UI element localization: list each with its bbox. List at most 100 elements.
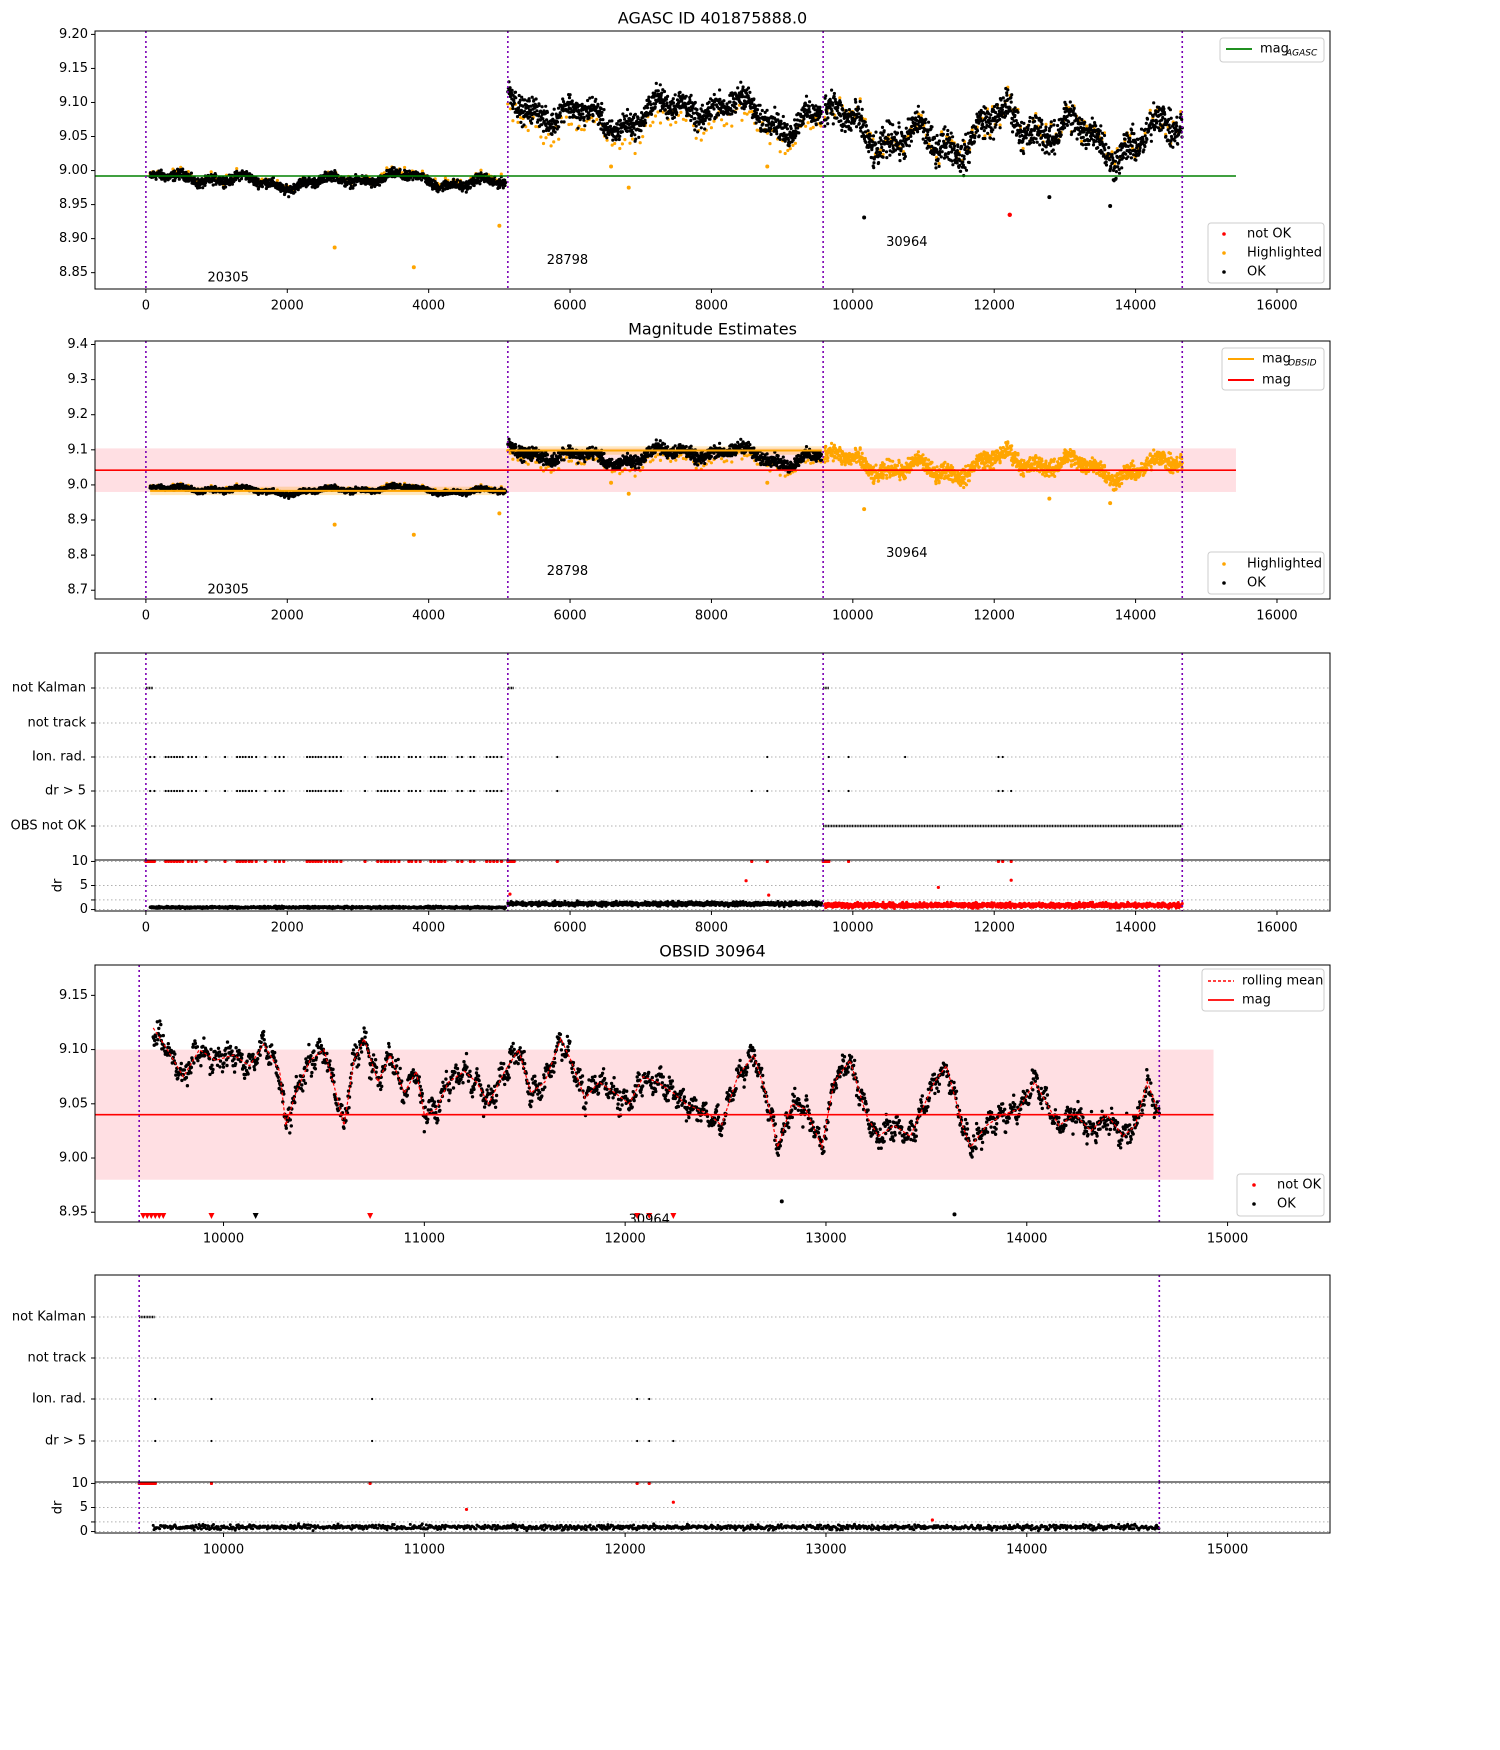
panel-agasc-obsid-label: 28798 <box>547 253 588 268</box>
panel-agasc-series-1-highlighted-points <box>506 102 823 156</box>
legend-frame <box>1207 222 1325 284</box>
panel-estimates-highlighted-outlier <box>1108 501 1113 506</box>
panel-flags-all-dr-clipped-point <box>277 860 282 864</box>
panel-flags-all-dr-clipped-point <box>194 860 198 864</box>
panel-obsid-not-ok-marker <box>152 1213 159 1219</box>
panel-flags-all-dr-clipped-point <box>319 860 323 864</box>
panel-flags-all-dr-clipped-point <box>181 860 185 864</box>
panel-flags-all-dr-clipped-point <box>492 860 496 864</box>
legend-highlighted-swatch <box>1222 562 1226 566</box>
panel-flags-all-ion-rad-flag <box>238 755 242 759</box>
panel-estimates-highlighted-outlier <box>626 491 631 496</box>
panel-flags-obsid-ion-rad-flag <box>154 1397 157 1401</box>
panel-flags-all-dr-clipped-point <box>439 860 443 864</box>
panel-flags-all-ion-rad-flag <box>332 755 335 759</box>
panel-flags-all-dr-clipped-point <box>432 860 436 864</box>
panel-flags-obsid-ion-rad-flag <box>648 1397 651 1401</box>
panel-flags-all-ion-rad-flag <box>190 755 193 759</box>
panel-estimates-highlighted-outlier <box>862 507 867 512</box>
panel-flags-all-dr-clipped-point <box>383 860 387 864</box>
panel-agasc-ytick-label: 8.95 <box>59 197 88 212</box>
panel-agasc-title: AGASC ID 401875888.0 <box>618 9 807 28</box>
panel-agasc-highlighted-outlier <box>332 245 337 250</box>
panel-flags-obsid-dr-plot-area <box>95 1482 1330 1533</box>
legend-frame <box>1219 37 1325 63</box>
panel-flags-all-ion-rad-flag <box>429 755 432 759</box>
panel-flags-all-dr5-flag <box>383 789 386 793</box>
panel-flags-all-ion-rad-flag <box>496 755 499 759</box>
panel-flags-all-dr-clipped-point <box>750 860 754 864</box>
panel-agasc-series-2-ok-points <box>822 86 1184 183</box>
panel-flags-all-dr5-flag <box>443 789 447 793</box>
panel-flags-all-dr-series-1-points <box>506 899 824 909</box>
panel-estimates-xtick-label: 0 <box>142 609 150 624</box>
panel-agasc-ok-outlier <box>1047 195 1052 200</box>
panel-estimates: Magnitude Estimates 20305 28798 30964 0 2000 4… <box>67 320 1331 624</box>
legend-mag-obsid-subscript: OBSID <box>1288 359 1317 369</box>
panel-flags-all-dr-xtick-label: 2000 <box>271 921 304 936</box>
panel-agasc-frame <box>94 30 1331 290</box>
panel-flags-all-dr5-flag <box>223 789 227 793</box>
panel-flags-all-ion-rad-flag <box>167 755 170 759</box>
panel-flags-all-dr5-flag <box>492 789 495 793</box>
panel-flags-obsid-dr5-flag <box>154 1439 157 1443</box>
legend-not-ok-swatch <box>1252 1183 1256 1187</box>
panel-obsid-not-ok-marker <box>634 1213 641 1219</box>
panel-obsid-ytick-label: 8.95 <box>59 1205 88 1220</box>
panel-flags-all-dr-clipped-point <box>499 860 504 864</box>
panel-flags-obsid-dr-clipped-point <box>368 1482 372 1486</box>
panel-flags-all-dr5-flag <box>429 789 432 793</box>
panel-flags-all-dr-clipped-point <box>273 860 277 864</box>
legend-highlighted-label: Highlighted <box>1247 246 1322 261</box>
panel-flags-all-dr-outlier <box>744 879 748 883</box>
panel-flags-all-dr-clipped-point <box>241 860 245 864</box>
panel-obsid-not-ok-marker <box>140 1213 147 1219</box>
panel-flags-all-dr5-flag <box>332 789 335 793</box>
panel-estimates-highlighted-outlier <box>1047 496 1052 501</box>
panel-obsid-ytick-label: 9.15 <box>59 988 88 1003</box>
panel-flags-all-dr5-flag <box>469 789 472 793</box>
panel-flags-obsid-dr5-flag <box>672 1439 675 1443</box>
panel-flags-all-dr-ytick-label: 5 <box>80 878 88 893</box>
panel-agasc-xtick-label: 0 <box>142 299 150 314</box>
panel-obsid-ok-outlier <box>779 1199 784 1204</box>
panel-agasc-xtick-label: 2000 <box>271 299 304 314</box>
panel-estimates-obsid-label: 30964 <box>886 546 927 561</box>
legend-highlighted-label: Highlighted <box>1247 557 1322 572</box>
panel-flags-obsid-category-label: not track <box>27 1351 86 1366</box>
panel-flags-all-ion-rad-flag <box>248 755 251 759</box>
panel-flags-all-dr-clipped-point <box>254 860 258 864</box>
panel-flags-all-dr5-flag <box>997 789 1000 793</box>
panel-flags-all-dr-clipped-point <box>485 860 489 864</box>
panel-obsid-xtick-label: 12000 <box>604 1232 645 1247</box>
panel-flags-all-dr-ytick-label: 10 <box>71 854 88 869</box>
legend-ok-label: OK <box>1247 576 1266 591</box>
panel-flags-all-ion-rad-flag <box>407 755 410 759</box>
panel-flags-all-ion-rad-flag <box>264 755 267 759</box>
panel-flags-all-ion-rad-flag <box>320 755 323 759</box>
panel-flags-all-dr-clipped-point <box>407 860 411 864</box>
panel-flags-all-dr-clipped-point <box>414 860 418 864</box>
panel-flags-all-ion-rad-flag <box>386 755 389 759</box>
panel-flags-all-dr-clipped-point <box>996 860 1001 864</box>
panel-flags-all-dr5-flag <box>460 789 463 793</box>
legend-mag-agasc-label: mag <box>1260 42 1289 57</box>
panel-flags-all-ion-rad-flag <box>419 755 422 759</box>
panel-flags-obsid-dr-xtick-label: 12000 <box>604 1543 645 1558</box>
panel-agasc-highlighted-outlier <box>765 164 770 169</box>
panel-flags-obsid-dr-clipped-point <box>153 1482 157 1486</box>
panel-estimates-xtick-label: 14000 <box>1115 609 1156 624</box>
panel-flags-all-dr5-flag <box>456 789 459 793</box>
panel-flags-all-dr5-flag <box>204 789 208 793</box>
panel-flags-obsid-dr-ytick-label: 0 <box>80 1524 88 1539</box>
panel-flags-all-ion-rad-flag <box>149 755 152 759</box>
panel-estimates-xtick-label: 16000 <box>1256 609 1297 624</box>
panel-flags-all-ion-rad-flag <box>1001 755 1004 759</box>
legend-frame <box>1207 551 1325 595</box>
panel-flags-all-ion-rad-flag <box>235 755 239 759</box>
panel-obsid-xtick-label: 15000 <box>1207 1232 1248 1247</box>
panel-agasc-plot-area: 20305 28798 30964 <box>95 31 1236 289</box>
panel-flags-all-dr5-flag <box>164 789 167 793</box>
panel-flags-all-ion-rad-flag <box>170 755 173 759</box>
panel-flags-all-dr-outlier <box>767 893 771 897</box>
